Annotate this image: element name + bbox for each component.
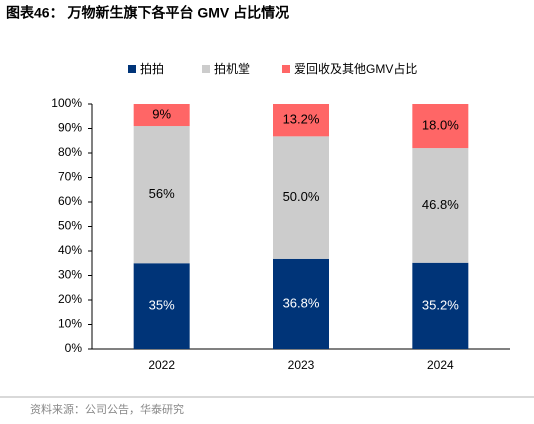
y-tick-label: 70% xyxy=(58,170,82,184)
bar-segment xyxy=(412,104,469,149)
y-tick-label: 10% xyxy=(58,317,82,331)
y-tick-label: 90% xyxy=(58,121,82,135)
legend-label: 拍拍 xyxy=(140,61,164,76)
bar-segment xyxy=(273,258,329,349)
bar-segment xyxy=(133,126,190,264)
data-label: 46.8% xyxy=(422,197,459,212)
data-label: 18.0% xyxy=(422,117,459,132)
bar-segment xyxy=(133,263,190,349)
data-label: 56% xyxy=(149,186,175,201)
legend-swatch xyxy=(128,65,136,73)
x-tick-label: 2024 xyxy=(427,358,454,372)
y-tick-label: 80% xyxy=(58,145,82,159)
y-tick-label: 0% xyxy=(65,341,83,355)
data-label: 50.0% xyxy=(283,189,320,204)
bar-segment xyxy=(133,104,190,127)
x-tick-label: 2023 xyxy=(288,358,315,372)
y-tick-label: 50% xyxy=(58,219,82,233)
data-label: 13.2% xyxy=(283,112,320,127)
legend-label: 拍机堂 xyxy=(214,61,250,76)
data-label: 35.2% xyxy=(422,297,459,312)
bar-segment xyxy=(273,104,329,137)
chart-title: 图表46： 万物新生旗下各平台 GMV 占比情况 xyxy=(6,5,289,21)
bar-segment xyxy=(273,136,329,259)
legend-label: 爱回收及其他GMV占比 xyxy=(294,61,417,76)
y-tick-label: 100% xyxy=(51,96,82,110)
x-tick-label: 2022 xyxy=(148,358,175,372)
y-tick-label: 20% xyxy=(58,292,82,306)
data-label: 9% xyxy=(152,106,171,121)
data-label: 35% xyxy=(149,298,175,313)
bar-segment xyxy=(412,148,469,263)
bar-segment xyxy=(412,262,469,349)
legend-swatch xyxy=(202,65,210,73)
y-tick-label: 30% xyxy=(58,268,82,282)
legend-swatch xyxy=(282,65,290,73)
y-tick-label: 40% xyxy=(58,243,82,257)
data-label: 36.8% xyxy=(283,295,320,310)
source-note: 资料来源：公司公告，华泰研究 xyxy=(30,402,184,416)
y-tick-label: 60% xyxy=(58,194,82,208)
